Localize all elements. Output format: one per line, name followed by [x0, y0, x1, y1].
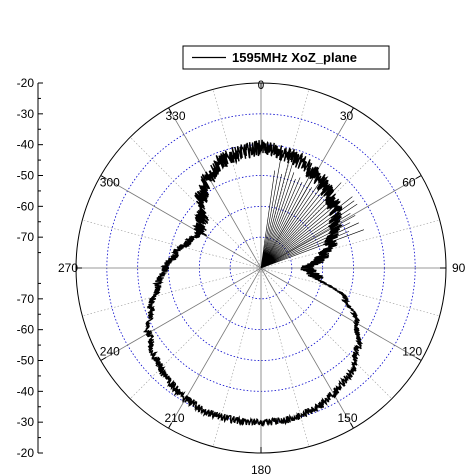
angle-label-300: 300: [100, 176, 120, 190]
major-spoke: [100, 267, 262, 361]
angle-label-210: 210: [164, 411, 184, 425]
series-line: [142, 139, 364, 427]
minor-spoke: [212, 89, 262, 269]
angle-tick: [100, 357, 107, 361]
radial-tick-label-upper: -30: [17, 107, 35, 121]
major-spoke: [168, 267, 262, 429]
minor-spoke: [260, 267, 393, 400]
angle-label-180: 180: [251, 463, 271, 476]
radial-tick-label-lower: -60: [17, 323, 35, 337]
minor-spoke: [260, 89, 310, 269]
major-spoke: [168, 107, 262, 269]
angle-label-60: 60: [402, 176, 416, 190]
angle-tick: [100, 175, 107, 179]
radial-tick-label-upper: -20: [17, 76, 35, 90]
angle-label-120: 120: [402, 345, 422, 359]
minor-spoke: [260, 267, 440, 317]
legend-label: 1595MHz XoZ_plane: [232, 50, 357, 65]
angle-label-150: 150: [337, 411, 357, 425]
angle-tick: [350, 107, 354, 114]
angle-tick: [350, 422, 354, 429]
legend-box: [182, 45, 390, 70]
series-layer: [142, 139, 365, 427]
angle-label-270: 270: [58, 261, 78, 275]
minor-spoke: [82, 219, 262, 269]
major-spoke: [260, 267, 422, 361]
radial-tick-label-lower: -50: [17, 354, 35, 368]
major-spoke: [260, 175, 422, 269]
angle-label-240: 240: [100, 345, 120, 359]
angle-tick: [415, 175, 422, 179]
radial-tick-label-upper: -70: [17, 230, 35, 244]
radial-axis: -20 -70 -30 -60 -40 -50 -50 -40 -60 -30 -70 -20: [17, 76, 43, 460]
angle-tick: [168, 422, 172, 429]
radial-tick-label-upper: -40: [17, 138, 35, 152]
radial-tick-label-lower: -20: [17, 446, 35, 460]
angle-label-330: 330: [165, 109, 185, 123]
radial-tick-label-lower: -40: [17, 384, 35, 398]
angle-tick: [415, 357, 422, 361]
legend: 1595MHz XoZ_plane: [182, 45, 390, 70]
major-spoke: [100, 175, 262, 269]
minor-spoke: [129, 136, 262, 269]
angle-labels: 30 60 90 120 150 180 210 240 270 300 330 0: [58, 78, 466, 476]
polar-spokes: [76, 83, 446, 453]
radial-tick-label-upper: -50: [17, 169, 35, 183]
angle-label-90: 90: [452, 261, 466, 275]
series-null-spikes: [260, 156, 365, 269]
radial-tick-label-lower: -70: [17, 292, 35, 306]
radial-tick-label-lower: -30: [17, 415, 35, 429]
minor-spoke: [82, 267, 262, 317]
radial-tick-label-upper: -60: [17, 199, 35, 213]
angle-tick: [168, 107, 172, 114]
minor-spoke: [260, 219, 440, 269]
angle-label-0: 0: [258, 78, 265, 92]
angle-label-30: 30: [340, 109, 354, 123]
major-spoke: [260, 267, 354, 429]
minor-spoke: [129, 267, 262, 400]
